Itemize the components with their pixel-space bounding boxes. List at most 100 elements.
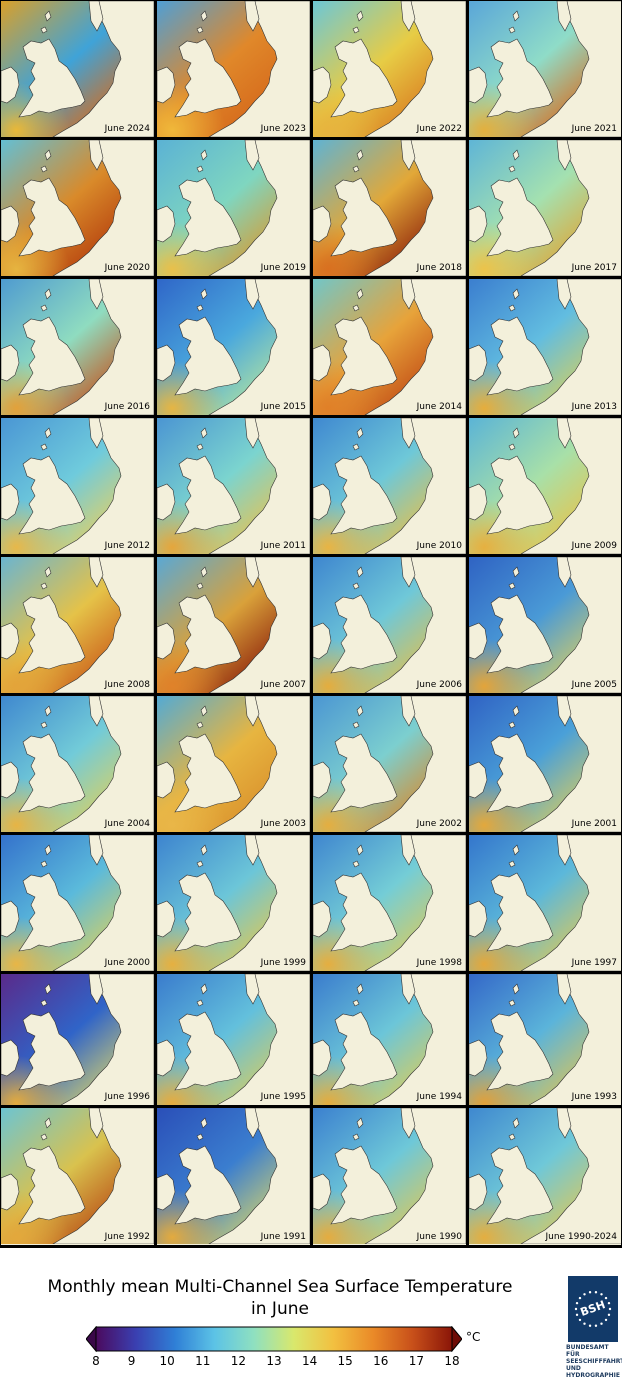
land-mass — [196, 1133, 204, 1141]
map-tile: June 1995 — [157, 974, 310, 1105]
land-mass — [44, 983, 52, 995]
land-mass — [88, 696, 104, 727]
land-mass — [364, 696, 466, 832]
land-mass — [330, 1145, 398, 1225]
map-year-label: June 1997 — [571, 958, 617, 968]
map-year-label: June 2006 — [416, 680, 462, 690]
land-mass — [18, 1011, 86, 1091]
map-year-label: June 2001 — [571, 819, 617, 829]
land-mass — [44, 1117, 52, 1129]
land-mass — [469, 1039, 488, 1077]
land-mass — [208, 835, 310, 971]
map-year-label: June 1992 — [104, 1232, 150, 1242]
map-year-label: June 2016 — [104, 402, 150, 412]
land-mass — [157, 1173, 176, 1211]
land-mass — [157, 1039, 176, 1077]
land-mass — [1, 622, 20, 660]
legend-title-line2: in June — [251, 1299, 309, 1319]
logo-star — [575, 1313, 579, 1317]
land-mass — [330, 316, 398, 396]
map-year-label: June 2010 — [416, 541, 462, 551]
map-tile: June 1996 — [1, 974, 154, 1105]
logo-star — [608, 1307, 612, 1311]
map-year-label: June 1995 — [260, 1092, 306, 1102]
map-year-label: June 2009 — [571, 541, 617, 551]
sst-map — [157, 557, 310, 693]
land-mass — [208, 140, 310, 276]
land-mass — [40, 26, 48, 34]
land-mass — [88, 557, 104, 588]
colorbar-ramp — [95, 1326, 453, 1352]
colorbar-tick-label: 11 — [195, 1354, 211, 1368]
land-mass — [44, 566, 52, 578]
land-mass — [200, 288, 208, 300]
land-mass — [44, 705, 52, 717]
land-mass — [556, 1, 572, 32]
land-mass — [400, 974, 416, 1005]
sst-map — [313, 1, 466, 137]
land-mass — [196, 582, 204, 590]
colorbar-tick-label: 13 — [266, 1354, 282, 1368]
map-tile: June 2024 — [1, 1, 154, 137]
map-tile: June 2022 — [313, 1, 466, 137]
map-year-label: June 2012 — [104, 541, 150, 551]
land-mass — [1, 344, 20, 382]
land-mass — [356, 983, 364, 995]
land-mass — [364, 418, 466, 554]
land-mass — [520, 418, 621, 554]
map-tile: June 2016 — [1, 279, 154, 415]
map-tile: June 2017 — [469, 140, 621, 276]
land-mass — [313, 1039, 332, 1077]
land-mass — [512, 983, 520, 995]
land-mass — [196, 999, 204, 1007]
bsh-logo: BSH — [568, 1276, 618, 1342]
land-mass — [556, 140, 572, 171]
land-mass — [40, 582, 48, 590]
sst-map — [1, 557, 154, 693]
colorbar-unit: °C — [466, 1330, 481, 1344]
land-mass — [356, 288, 364, 300]
land-mass — [313, 1173, 332, 1211]
land-mass — [400, 1, 416, 32]
map-year-label: June 2018 — [416, 263, 462, 273]
map-year-label: June 2021 — [571, 124, 617, 134]
land-mass — [486, 1145, 554, 1225]
land-mass — [520, 279, 621, 415]
land-mass — [1, 1039, 20, 1077]
land-mass — [364, 557, 466, 693]
land-mass — [216, 974, 310, 1105]
land-mass — [60, 974, 154, 1105]
land-mass — [364, 1, 466, 137]
land-mass — [40, 165, 48, 173]
land-mass — [520, 557, 621, 693]
land-mass — [52, 1, 154, 137]
map-tile: June 1990-2024 — [469, 1108, 621, 1245]
land-mass — [512, 288, 520, 300]
land-mass — [486, 455, 554, 535]
land-mass — [88, 140, 104, 171]
sst-map — [157, 974, 310, 1105]
land-mass — [330, 455, 398, 535]
sst-map — [313, 835, 466, 971]
land-mass — [313, 483, 332, 521]
land-mass — [400, 557, 416, 588]
map-tile: June 2018 — [313, 140, 466, 276]
land-mass — [469, 761, 488, 799]
map-tile: June 1999 — [157, 835, 310, 971]
logo-star — [594, 1291, 598, 1294]
land-mass — [330, 38, 398, 118]
land-mass — [352, 443, 360, 451]
land-mass — [486, 177, 554, 257]
land-mass — [44, 10, 52, 22]
map-year-label: June 2008 — [104, 680, 150, 690]
sst-map — [313, 279, 466, 415]
land-mass — [174, 455, 242, 535]
land-mass — [208, 1, 310, 137]
logo-star — [600, 1293, 603, 1296]
land-mass — [44, 149, 52, 161]
land-mass — [520, 1108, 621, 1244]
land-mass — [208, 418, 310, 554]
land-mass — [352, 999, 360, 1007]
bsh-logo-text: BUNDESAMT FÜR SEESCHIFFFAHRT UND HYDROGR… — [566, 1344, 622, 1379]
map-tile: June 2008 — [1, 557, 154, 693]
